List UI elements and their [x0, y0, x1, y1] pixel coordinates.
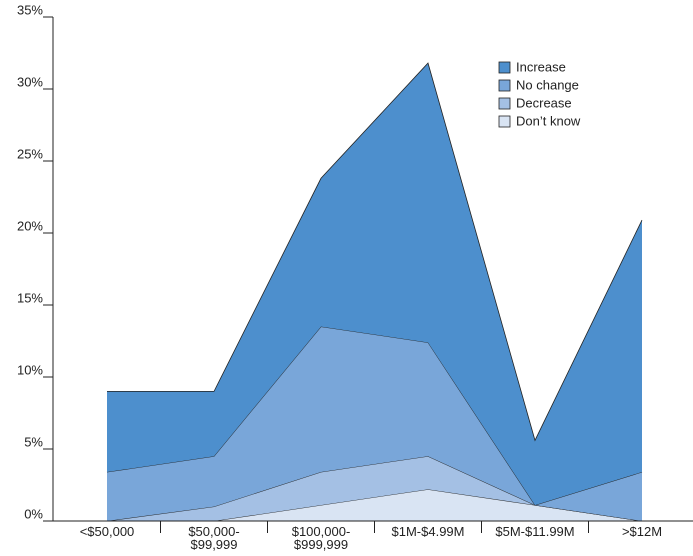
- legend-label: Don’t know: [516, 113, 581, 128]
- area-edge: [107, 62, 643, 442]
- y-tick-label: 25%: [17, 146, 43, 161]
- legend-swatch: [498, 97, 511, 110]
- x-tick-label: <$50,000: [79, 524, 135, 539]
- x-tick-label: $100,000- $999,999: [291, 524, 351, 552]
- x-tick-label: $1M-$4.99M: [391, 524, 465, 539]
- area-edge: [106, 326, 643, 506]
- area: [107, 489, 642, 521]
- legend-swatch: [498, 79, 511, 92]
- area: [107, 456, 642, 521]
- y-tick-label: 30%: [17, 74, 43, 89]
- y-tick-label: 20%: [17, 218, 43, 233]
- y-tick-label: 15%: [17, 290, 43, 305]
- x-tick-label: $5M-$11.99M: [495, 524, 575, 539]
- x-tick-label: >$12M: [621, 524, 663, 539]
- y-tick-label: 0%: [24, 506, 43, 521]
- legend-swatch: [498, 115, 511, 128]
- area: [107, 63, 642, 506]
- legend-swatch: [498, 61, 511, 74]
- legend-label: Increase: [516, 59, 566, 74]
- area: [107, 326, 642, 521]
- y-tick-label: 5%: [24, 434, 43, 449]
- y-tick-label: 10%: [17, 362, 43, 377]
- legend-label: No change: [516, 77, 579, 92]
- x-tick-label: $50,000- $99,999: [188, 524, 240, 552]
- y-tick-label: 35%: [17, 2, 43, 17]
- legend-label: Decrease: [516, 95, 572, 110]
